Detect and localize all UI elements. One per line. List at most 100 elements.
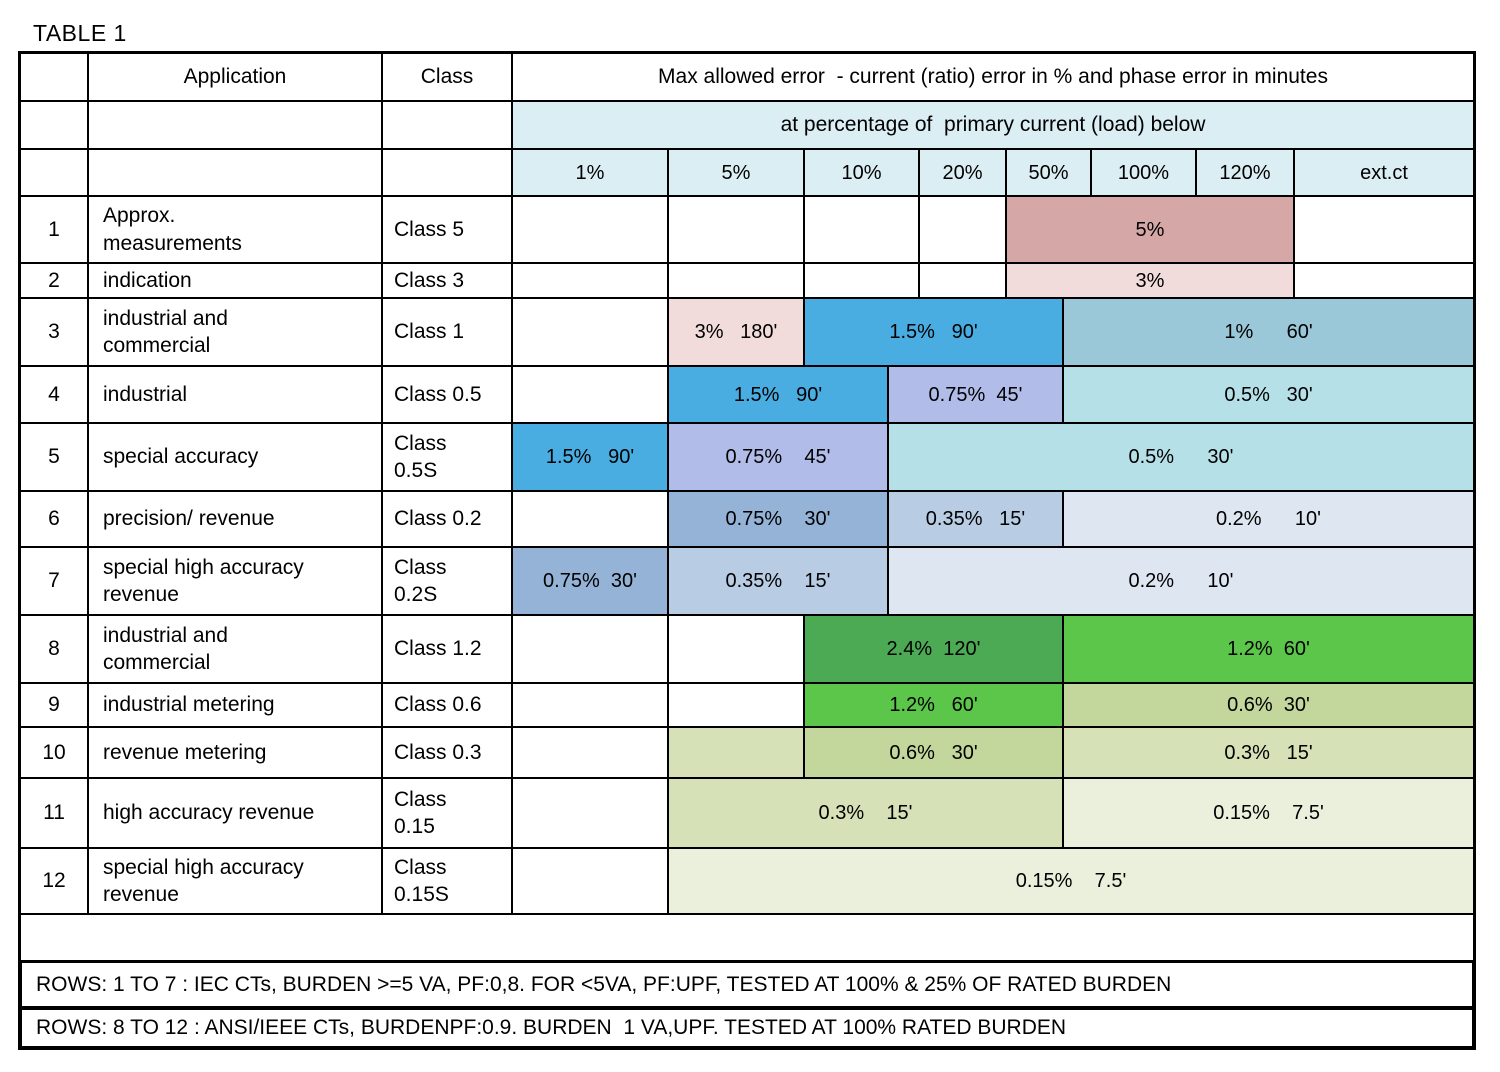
error-cell: 1.2% 60' xyxy=(803,682,1064,728)
error-cell: 3% xyxy=(1005,262,1295,299)
at-percentage-header: at percentage of primary current (load) … xyxy=(511,100,1475,150)
error-cell: 0.15% 7.5' xyxy=(667,847,1475,915)
corner-cell xyxy=(19,100,89,150)
application-cell: special high accuracy revenue xyxy=(87,546,383,616)
load-header-20%: 20% xyxy=(918,148,1007,197)
corner-cell xyxy=(19,148,89,197)
base-cell xyxy=(511,682,669,728)
load-header-50%: 50% xyxy=(1005,148,1092,197)
base-cell xyxy=(667,195,805,264)
error-cell: 1% 60' xyxy=(1062,297,1475,367)
corner-cell xyxy=(381,100,513,150)
class-cell: Class 3 xyxy=(381,262,513,299)
application-cell: indication xyxy=(87,262,383,299)
class-cell: Class 0.6 xyxy=(381,682,513,728)
error-cell: 0.35% 15' xyxy=(667,546,889,616)
load-header-ext.ct: ext.ct xyxy=(1293,148,1475,197)
base-cell xyxy=(918,195,1007,264)
base-cell xyxy=(511,726,669,779)
base-cell xyxy=(1293,195,1475,264)
table-title: TABLE 1 xyxy=(33,20,127,46)
error-cell: 0.3% 15' xyxy=(1062,726,1475,779)
error-cell: 0.75% 30' xyxy=(511,546,669,616)
error-cell: 0.6% 30' xyxy=(803,726,1064,779)
error-cell: 0.5% 30' xyxy=(887,422,1475,492)
load-header-1%: 1% xyxy=(511,148,669,197)
application-cell: industrial xyxy=(87,365,383,424)
class-cell: Class 1.2 xyxy=(381,614,513,684)
error-cell: 0.75% 45' xyxy=(667,422,889,492)
row-number: 7 xyxy=(19,546,89,616)
base-cell xyxy=(511,365,669,424)
application-cell: special high accuracy revenue xyxy=(87,847,383,915)
error-cell xyxy=(667,726,805,779)
error-cell: 0.15% 7.5' xyxy=(1062,777,1475,849)
base-cell xyxy=(511,195,669,264)
base-cell xyxy=(511,490,669,548)
base-cell xyxy=(803,195,920,264)
error-cell: 0.2% 10' xyxy=(887,546,1475,616)
base-cell xyxy=(511,297,669,367)
corner-cell xyxy=(87,100,383,150)
class-cell: Class 0.5 xyxy=(381,365,513,424)
row-number: 3 xyxy=(19,297,89,367)
class-header: Class xyxy=(381,52,513,102)
application-cell: special accuracy xyxy=(87,422,383,492)
application-cell: industrial metering xyxy=(87,682,383,728)
row-number: 4 xyxy=(19,365,89,424)
class-cell: Class 0.2S xyxy=(381,546,513,616)
application-cell: high accuracy revenue xyxy=(87,777,383,849)
error-cell: 1.5% 90' xyxy=(511,422,669,492)
load-header-10%: 10% xyxy=(803,148,920,197)
error-cell: 0.75% 30' xyxy=(667,490,889,548)
error-cell: 0.75% 45' xyxy=(887,365,1064,424)
row-number: 1 xyxy=(19,195,89,264)
notes-row-2: ROWS: 8 TO 12 : ANSI/IEEE CTs, BURDENPF:… xyxy=(19,1007,1475,1049)
class-cell: Class 0.15S xyxy=(381,847,513,915)
base-cell xyxy=(1293,262,1475,299)
error-cell: 0.2% 10' xyxy=(1062,490,1475,548)
application-cell: precision/ revenue xyxy=(87,490,383,548)
base-cell xyxy=(667,682,805,728)
class-cell: Class 1 xyxy=(381,297,513,367)
error-cell: 1.5% 90' xyxy=(803,297,1064,367)
error-cell: 0.35% 15' xyxy=(887,490,1064,548)
class-cell: Class 5 xyxy=(381,195,513,264)
error-cell: 1.5% 90' xyxy=(667,365,889,424)
error-cell: 1.2% 60' xyxy=(1062,614,1475,684)
application-cell: industrial and commercial xyxy=(87,614,383,684)
corner-cell xyxy=(19,52,89,102)
spacer-row xyxy=(19,913,1475,962)
row-number: 11 xyxy=(19,777,89,849)
application-header: Application xyxy=(87,52,383,102)
class-cell: Class 0.15 xyxy=(381,777,513,849)
load-header-120%: 120% xyxy=(1195,148,1295,197)
base-cell xyxy=(803,262,920,299)
application-cell: Approx. measurements xyxy=(87,195,383,264)
error-cell: 0.3% 15' xyxy=(667,777,1064,849)
error-cell: 0.6% 30' xyxy=(1062,682,1475,728)
notes-row-1: ROWS: 1 TO 7 : IEC CTs, BURDEN >=5 VA, P… xyxy=(19,960,1475,1009)
row-number: 8 xyxy=(19,614,89,684)
row-number: 6 xyxy=(19,490,89,548)
row-number: 5 xyxy=(19,422,89,492)
error-cell: 2.4% 120' xyxy=(803,614,1064,684)
corner-cell xyxy=(381,148,513,197)
base-cell xyxy=(511,262,669,299)
class-cell: Class 0.5S xyxy=(381,422,513,492)
base-cell xyxy=(918,262,1007,299)
error-cell: 3% 180' xyxy=(667,297,805,367)
load-header-5%: 5% xyxy=(667,148,805,197)
application-cell: revenue metering xyxy=(87,726,383,779)
row-number: 9 xyxy=(19,682,89,728)
row-number: 12 xyxy=(19,847,89,915)
class-cell: Class 0.2 xyxy=(381,490,513,548)
application-cell: industrial and commercial xyxy=(87,297,383,367)
load-header-100%: 100% xyxy=(1090,148,1197,197)
row-number: 2 xyxy=(19,262,89,299)
base-cell xyxy=(511,847,669,915)
row-number: 10 xyxy=(19,726,89,779)
base-cell xyxy=(511,614,669,684)
base-cell xyxy=(667,614,805,684)
base-cell xyxy=(667,262,805,299)
